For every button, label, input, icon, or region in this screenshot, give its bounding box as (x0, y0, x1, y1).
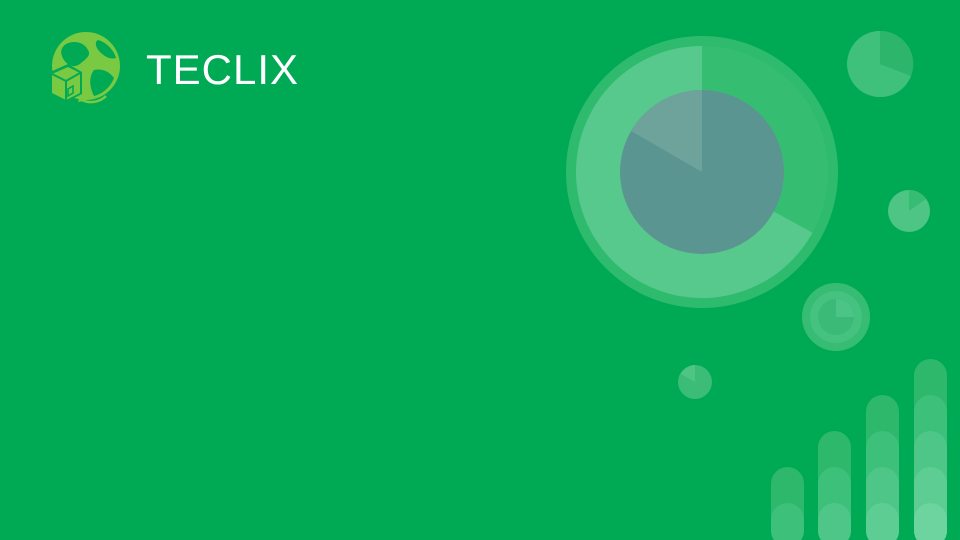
bar-1 (771, 467, 804, 540)
globe-box-icon (50, 32, 120, 104)
bar-2 (818, 431, 851, 540)
brand-name: TECLIX (146, 46, 300, 93)
bar-4 (914, 359, 947, 540)
ring-pie (802, 283, 870, 351)
bar-3 (866, 395, 899, 540)
small-pie (888, 190, 930, 232)
top-right-pie (847, 30, 914, 97)
tiny-pie (678, 365, 712, 399)
donut-center-slice (631, 90, 702, 172)
brand-header: TECLIX (44, 28, 299, 112)
rising-bars (771, 359, 947, 540)
main-donut-chart (566, 36, 838, 308)
